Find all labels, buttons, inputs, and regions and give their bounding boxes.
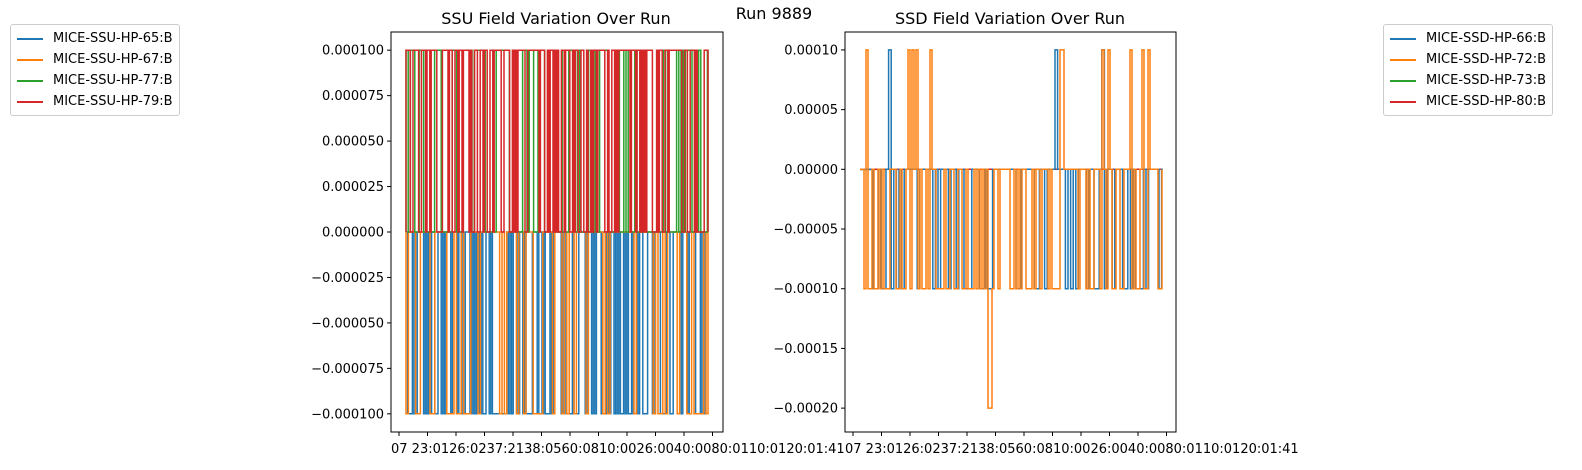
ssu-plot-title: SSU Field Variation Over Run <box>441 9 670 28</box>
legend-item: MICE-SSU-HP-65:B <box>17 28 173 49</box>
ssd-x-tick-labels: 07 23:0126:0237:2138:0560:0810:0026:0040… <box>845 442 1299 457</box>
ssd-series-group <box>859 49 1163 409</box>
legend-swatch <box>17 37 43 40</box>
legend-swatch <box>17 79 43 82</box>
ssu-x-tick-labels: 07 23:0126:0237:2138:0560:0810:0026:0040… <box>391 442 845 457</box>
legend-swatch <box>17 100 43 103</box>
ssu-y-tick-label: 0.000075 <box>322 89 384 104</box>
ssd-y-tick-label: −0.00010 <box>773 282 838 297</box>
legend-label: MICE-SSU-HP-65:B <box>53 31 173 46</box>
legend-item: MICE-SSU-HP-79:B <box>17 91 173 112</box>
legend-item: MICE-SSD-HP-80:B <box>1390 91 1546 112</box>
ssu-y-ticks: 0.000100 0.000075 0.000050 0.000025 0.000000… <box>311 44 713 436</box>
ssd-legend: MICE-SSD-HP-66:B MICE-SSD-HP-72:B MICE-SSD… <box>1383 24 1554 116</box>
ssu-y-tick-label: −0.000025 <box>311 271 384 286</box>
figure-suptitle: Run 9889 <box>736 4 812 23</box>
legend-item: MICE-SSU-HP-77:B <box>17 70 173 91</box>
series-line-mice-ssd-hp-72-b <box>859 49 1163 409</box>
ssu-y-tick-label: −0.000050 <box>311 316 384 331</box>
ssd-y-ticks: 0.00010 0.00005 0.00000 −0.00005 −0.00010 −0.… <box>773 43 1167 436</box>
ssu-y-tick-label: 0.000000 <box>322 226 384 241</box>
ssd-plot-title: SSD Field Variation Over Run <box>895 9 1125 28</box>
legend-swatch <box>17 58 43 61</box>
ssu-plot-frame <box>390 31 724 433</box>
ssu-plot: SSU Field Variation Over Run 0.0001000.0… <box>311 9 845 457</box>
legend-label: MICE-SSD-HP-80:B <box>1426 94 1547 109</box>
ssu-series-group <box>405 49 709 415</box>
legend-item: MICE-SSD-HP-66:B <box>1390 28 1546 49</box>
legend-item: MICE-SSD-HP-73:B <box>1390 70 1546 91</box>
series-line-mice-ssu-hp-79-b <box>405 49 709 233</box>
ssd-y-tick-label: −0.00005 <box>773 223 838 238</box>
ssd-plot: SSD Field Variation Over Run 0.000100.00… <box>773 9 1298 457</box>
ssd-y-tick-label: −0.00020 <box>773 402 838 417</box>
legend-item: MICE-SSD-HP-72:B <box>1390 49 1546 70</box>
legend-swatch <box>1390 79 1416 82</box>
legend-item: MICE-SSU-HP-67:B <box>17 49 173 70</box>
ssu-y-tick-label: −0.000075 <box>311 362 384 377</box>
legend-label: MICE-SSD-HP-66:B <box>1426 31 1547 46</box>
legend-label: MICE-SSU-HP-77:B <box>53 73 173 88</box>
legend-swatch <box>1390 100 1416 103</box>
legend-label: MICE-SSU-HP-67:B <box>53 52 173 67</box>
ssu-y-tick-label: −0.000100 <box>311 407 384 422</box>
ssd-y-tick-label: 0.00000 <box>784 163 838 178</box>
legend-label: MICE-SSD-HP-73:B <box>1426 73 1547 88</box>
legend-swatch <box>1390 58 1416 61</box>
ssd-y-tick-label: 0.00005 <box>784 103 838 118</box>
ssd-y-tick-label: 0.00010 <box>784 43 838 58</box>
ssu-y-tick-label: 0.000025 <box>322 180 384 195</box>
ssu-legend: MICE-SSU-HP-65:B MICE-SSU-HP-67:B MICE-SSU… <box>10 24 180 116</box>
ssd-plot-frame <box>844 31 1177 433</box>
legend-label: MICE-SSD-HP-72:B <box>1426 52 1547 67</box>
ssu-y-tick-label: 0.000050 <box>322 135 384 150</box>
series-line-mice-ssu-hp-67-b <box>405 231 709 415</box>
legend-swatch <box>1390 37 1416 40</box>
legend-label: MICE-SSU-HP-79:B <box>53 94 173 109</box>
ssd-y-tick-label: −0.00015 <box>773 342 838 357</box>
ssu-y-tick-label: 0.000100 <box>322 44 384 59</box>
